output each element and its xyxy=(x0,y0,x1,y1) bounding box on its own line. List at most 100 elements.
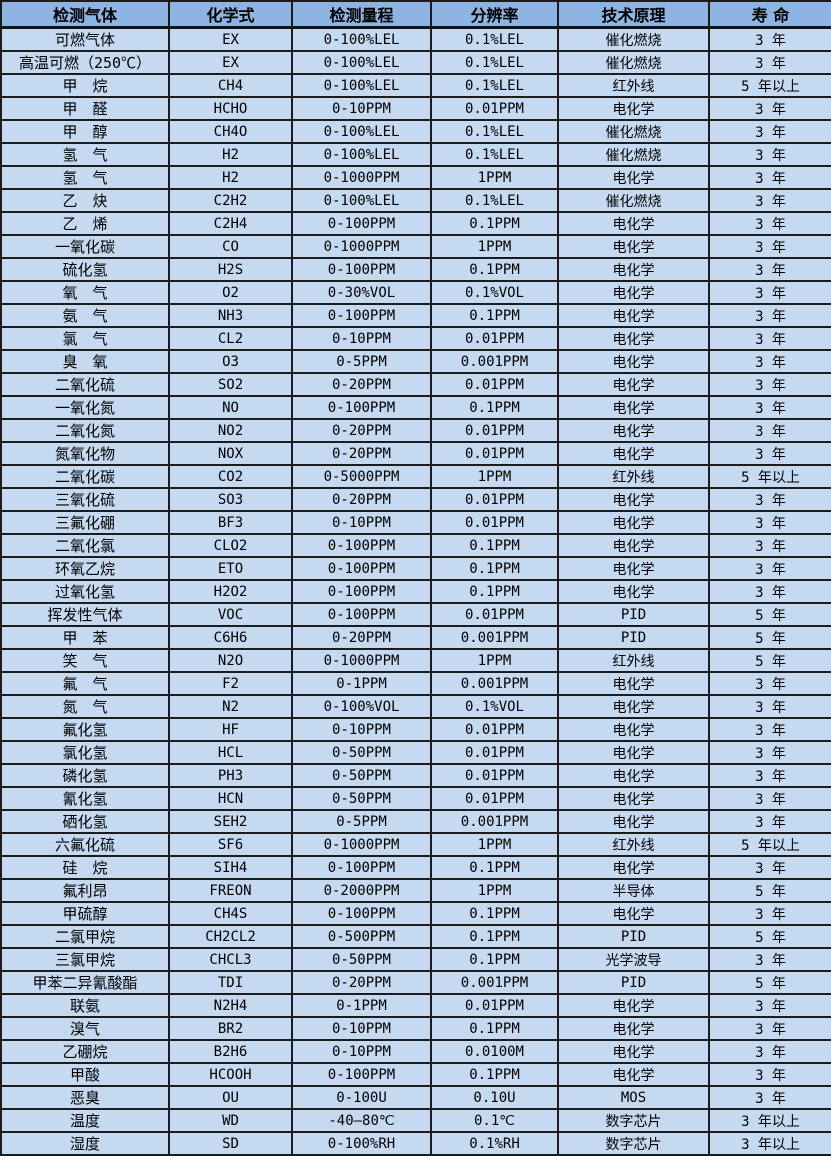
cell-resolution: 0.001PPM xyxy=(430,349,559,374)
cell-chemical-formula: VOC xyxy=(168,602,293,627)
cell-lifespan: 3 年以上 xyxy=(708,1108,831,1133)
cell-technology-principle: PID xyxy=(557,924,710,949)
table-row: 氨 气 NH3 0-100PPM 0.1PPM 电化学 3 年 xyxy=(0,303,831,328)
cell-detection-range: 0-100PPM xyxy=(291,211,432,236)
table-row: 氟化氢 HF 0-10PPM 0.01PPM 电化学 3 年 xyxy=(0,717,831,742)
cell-technology-principle: 电化学 xyxy=(557,257,710,282)
cell-chemical-formula: C2H2 xyxy=(168,188,293,213)
cell-lifespan: 3 年 xyxy=(708,165,831,190)
cell-chemical-formula: PH3 xyxy=(168,763,293,788)
table-row: 二氧化硫 SO2 0-20PPM 0.01PPM 电化学 3 年 xyxy=(0,372,831,397)
cell-detection-range: 0-10PPM xyxy=(291,96,432,121)
cell-lifespan: 3 年 xyxy=(708,901,831,926)
cell-gas-name: 氮 气 xyxy=(0,694,170,719)
cell-technology-principle: 电化学 xyxy=(557,1039,710,1064)
cell-resolution: 1PPM xyxy=(430,165,559,190)
cell-resolution: 0.10U xyxy=(430,1085,559,1110)
cell-chemical-formula: HF xyxy=(168,717,293,742)
table-row: 氯 气 CL2 0-10PPM 0.01PPM 电化学 3 年 xyxy=(0,326,831,351)
cell-lifespan: 5 年 xyxy=(708,648,831,673)
table-row: 氢 气 H2 0-100%LEL 0.1%LEL 催化燃烧 3 年 xyxy=(0,142,831,167)
cell-technology-principle: 电化学 xyxy=(557,326,710,351)
cell-resolution: 0.01PPM xyxy=(430,372,559,397)
cell-chemical-formula: WD xyxy=(168,1108,293,1133)
cell-chemical-formula: CH2CL2 xyxy=(168,924,293,949)
cell-resolution: 1PPM xyxy=(430,464,559,489)
cell-technology-principle: 电化学 xyxy=(557,786,710,811)
cell-lifespan: 3 年 xyxy=(708,441,831,466)
cell-gas-name: 一氧化碳 xyxy=(0,234,170,259)
cell-resolution: 0.1PPM xyxy=(430,1016,559,1041)
cell-technology-principle: 电化学 xyxy=(557,96,710,121)
cell-lifespan: 3 年 xyxy=(708,740,831,765)
cell-technology-principle: 电化学 xyxy=(557,671,710,696)
cell-chemical-formula: CHCL3 xyxy=(168,947,293,972)
cell-technology-principle: 电化学 xyxy=(557,763,710,788)
cell-chemical-formula: NH3 xyxy=(168,303,293,328)
cell-technology-principle: 催化燃烧 xyxy=(557,26,710,52)
cell-gas-name: 一氧化氮 xyxy=(0,395,170,420)
cell-detection-range: 0-100%LEL xyxy=(291,119,432,144)
table-row: 氟 气 F2 0-1PPM 0.001PPM 电化学 3 年 xyxy=(0,671,831,696)
cell-detection-range: 0-1PPM xyxy=(291,671,432,696)
cell-chemical-formula: HCHO xyxy=(168,96,293,121)
cell-chemical-formula: N2H4 xyxy=(168,993,293,1018)
header-detection-range: 检测量程 xyxy=(291,0,432,29)
cell-detection-range: 0-50PPM xyxy=(291,763,432,788)
cell-detection-range: 0-2000PPM xyxy=(291,878,432,903)
cell-chemical-formula: BF3 xyxy=(168,510,293,535)
cell-resolution: 0.1PPM xyxy=(430,556,559,581)
cell-resolution: 0.1%RH xyxy=(430,1131,559,1156)
cell-gas-name: 氢 气 xyxy=(0,165,170,190)
cell-resolution: 0.001PPM xyxy=(430,970,559,995)
cell-chemical-formula: SO2 xyxy=(168,372,293,397)
cell-lifespan: 3 年 xyxy=(708,809,831,834)
table-row: 甲 烷 CH4 0-100%LEL 0.1%LEL 红外线 5 年以上 xyxy=(0,73,831,98)
cell-detection-range: 0-100PPM xyxy=(291,395,432,420)
cell-resolution: 0.1PPM xyxy=(430,947,559,972)
table-row: 过氧化氢 H2O2 0-100PPM 0.1PPM 电化学 3 年 xyxy=(0,579,831,604)
cell-gas-name: 乙 烯 xyxy=(0,211,170,236)
cell-technology-principle: 数字芯片 xyxy=(557,1131,710,1156)
cell-gas-name: 六氟化硫 xyxy=(0,832,170,857)
cell-resolution: 1PPM xyxy=(430,234,559,259)
cell-resolution: 0.01PPM xyxy=(430,441,559,466)
cell-lifespan: 3 年 xyxy=(708,855,831,880)
cell-gas-name: 氟化氢 xyxy=(0,717,170,742)
cell-detection-range: 0-100PPM xyxy=(291,556,432,581)
table-header: 检测气体 化学式 检测量程 分辨率 技术原理 寿 命 xyxy=(0,0,831,29)
cell-chemical-formula: H2 xyxy=(168,142,293,167)
cell-chemical-formula: SIH4 xyxy=(168,855,293,880)
cell-detection-range: 0-100PPM xyxy=(291,303,432,328)
cell-resolution: 0.1%LEL xyxy=(430,188,559,213)
table-row: 一氧化氮 NO 0-100PPM 0.1PPM 电化学 3 年 xyxy=(0,395,831,420)
cell-resolution: 0.1PPM xyxy=(430,257,559,282)
cell-chemical-formula: B2H6 xyxy=(168,1039,293,1064)
cell-detection-range: 0-50PPM xyxy=(291,947,432,972)
cell-gas-name: 挥发性气体 xyxy=(0,602,170,627)
cell-detection-range: 0-100PPM xyxy=(291,855,432,880)
cell-resolution: 0.01PPM xyxy=(430,510,559,535)
cell-gas-name: 甲 醇 xyxy=(0,119,170,144)
cell-detection-range: 0-20PPM xyxy=(291,441,432,466)
cell-technology-principle: PID xyxy=(557,602,710,627)
cell-resolution: 0.0100M xyxy=(430,1039,559,1064)
cell-lifespan: 3 年 xyxy=(708,280,831,305)
cell-lifespan: 5 年 xyxy=(708,625,831,650)
cell-chemical-formula: H2S xyxy=(168,257,293,282)
cell-detection-range: 0-100%LEL xyxy=(291,26,432,52)
cell-lifespan: 3 年 xyxy=(708,234,831,259)
cell-technology-principle: 电化学 xyxy=(557,349,710,374)
cell-gas-name: 甲 醛 xyxy=(0,96,170,121)
table-row: 三氧化硫 SO3 0-20PPM 0.01PPM 电化学 3 年 xyxy=(0,487,831,512)
cell-detection-range: 0-50PPM xyxy=(291,786,432,811)
cell-chemical-formula: NOX xyxy=(168,441,293,466)
cell-resolution: 0.01PPM xyxy=(430,96,559,121)
cell-gas-name: 氟利昂 xyxy=(0,878,170,903)
cell-gas-name: 三氧化硫 xyxy=(0,487,170,512)
table-row: 甲苯二异氰酸酯 TDI 0-20PPM 0.001PPM PID 5 年 xyxy=(0,970,831,995)
cell-technology-principle: 电化学 xyxy=(557,234,710,259)
table-row: 三氟化硼 BF3 0-10PPM 0.01PPM 电化学 3 年 xyxy=(0,510,831,535)
cell-gas-name: 氧 气 xyxy=(0,280,170,305)
cell-chemical-formula: O3 xyxy=(168,349,293,374)
